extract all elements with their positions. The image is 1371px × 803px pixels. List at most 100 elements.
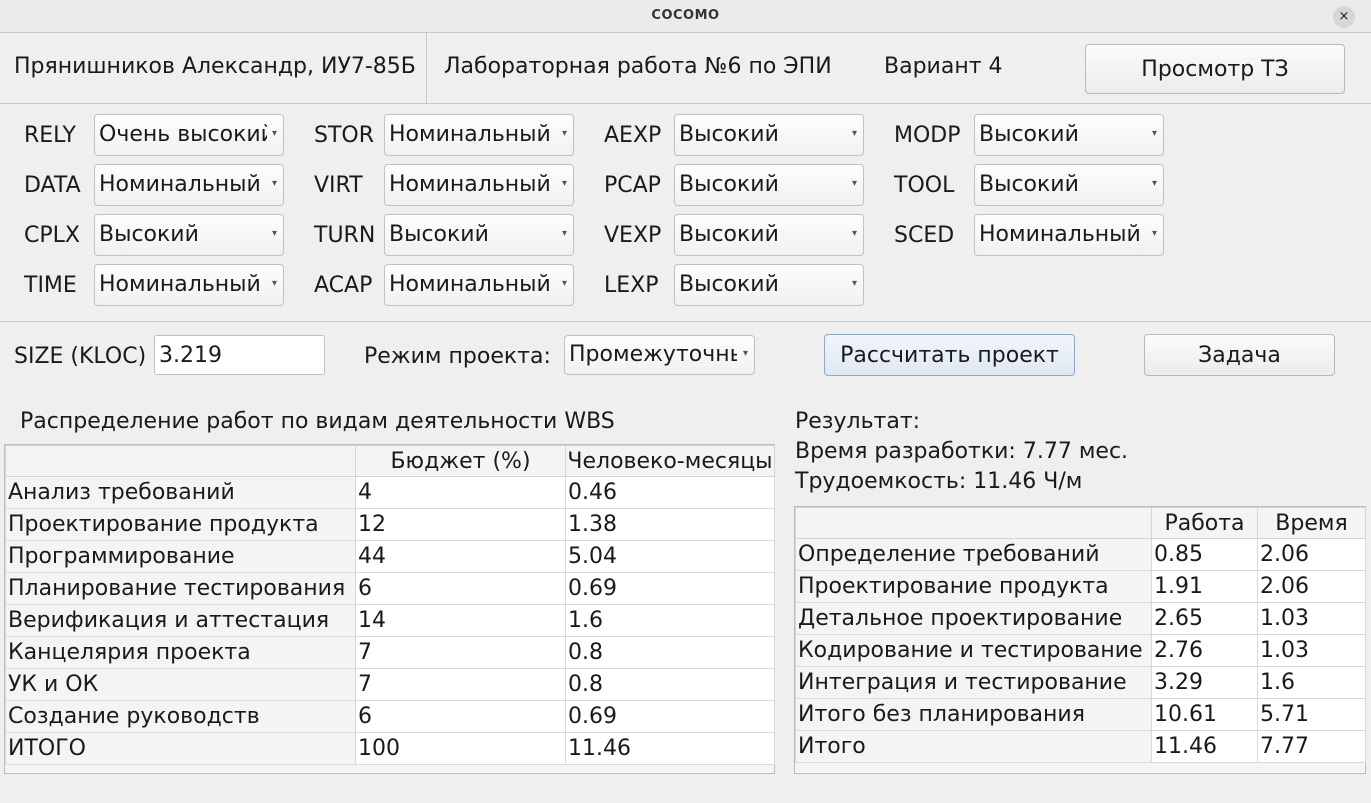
- row-header[interactable]: Создание руководств: [5, 700, 356, 733]
- table-cell[interactable]: 0.46: [565, 476, 775, 509]
- table-row[interactable]: Планирование тестирования 6 0.69: [5, 572, 775, 605]
- mode-value: Промежуточный: [569, 342, 737, 367]
- chevron-down-icon: ▾: [271, 178, 277, 189]
- table-cell[interactable]: 2.65: [1151, 602, 1258, 635]
- param-select-acap[interactable]: Номинальный ▾: [384, 264, 574, 306]
- divider: [426, 33, 427, 103]
- table-cell[interactable]: 3.29: [1151, 666, 1258, 699]
- table-cell[interactable]: 11.46: [1151, 730, 1258, 763]
- table-cell[interactable]: 0.69: [565, 572, 775, 605]
- param-value: Номинальный: [389, 172, 551, 197]
- row-header[interactable]: Проектирование продукта: [5, 508, 356, 541]
- table-cell[interactable]: 0.69: [565, 700, 775, 733]
- table-cell[interactable]: 1.03: [1257, 634, 1366, 667]
- table-row[interactable]: Анализ требований 4 0.46: [5, 476, 775, 509]
- param-select-vexp[interactable]: Высокий ▾: [674, 214, 864, 256]
- param-value: Номинальный: [389, 122, 551, 147]
- table-cell[interactable]: 7.77: [1257, 730, 1366, 763]
- table-row[interactable]: Программирование 44 5.04: [5, 540, 775, 573]
- close-icon[interactable]: ×: [1333, 6, 1355, 28]
- chevron-down-icon: ▾: [851, 228, 857, 239]
- param-label-virt: VIRT: [314, 173, 363, 198]
- table-cell[interactable]: 0.8: [565, 668, 775, 701]
- mode-select[interactable]: Промежуточный ▾: [564, 335, 755, 375]
- param-label-time: TIME: [24, 273, 77, 298]
- param-label-vexp: VEXP: [604, 223, 662, 248]
- param-label-sced: SCED: [894, 223, 955, 248]
- calculate-button[interactable]: Рассчитать проект: [824, 334, 1075, 376]
- table-row[interactable]: Канцелярия проекта 7 0.8: [5, 636, 775, 669]
- param-select-cplx[interactable]: Высокий ▾: [94, 214, 284, 256]
- table-cell[interactable]: 10.61: [1151, 698, 1258, 731]
- row-header[interactable]: ИТОГО: [5, 732, 356, 765]
- dev-time-text: Время разработки: 7.77 мес.: [795, 439, 1129, 464]
- size-input[interactable]: 3.219: [154, 335, 325, 375]
- table-row[interactable]: Итого 11.46 7.77: [795, 730, 1366, 763]
- param-select-stor[interactable]: Номинальный ▾: [384, 114, 574, 156]
- table-cell[interactable]: 1.6: [1257, 666, 1366, 699]
- table-cell[interactable]: 100: [355, 732, 566, 765]
- table-row[interactable]: Интеграция и тестирование 3.29 1.6: [795, 666, 1366, 699]
- param-label-pcap: PCAP: [604, 173, 661, 198]
- table-cell[interactable]: 0.8: [565, 636, 775, 669]
- chevron-down-icon: ▾: [1151, 128, 1157, 139]
- table-row[interactable]: Детальное проектирование 2.65 1.03: [795, 602, 1366, 635]
- task-button[interactable]: Задача: [1144, 334, 1335, 376]
- row-header[interactable]: Итого: [795, 730, 1152, 763]
- table-row[interactable]: Кодирование и тестирование 2.76 1.03: [795, 634, 1366, 667]
- wbs-title: Распределение работ по видам деятельност…: [20, 409, 615, 434]
- table-cell[interactable]: 12: [355, 508, 566, 541]
- table-cell[interactable]: 5.71: [1257, 698, 1366, 731]
- row-header[interactable]: Планирование тестирования: [5, 572, 356, 605]
- table-row[interactable]: Верификация и аттестация 14 1.6: [5, 604, 775, 637]
- row-header[interactable]: УК и ОК: [5, 668, 356, 701]
- row-header[interactable]: Канцелярия проекта: [5, 636, 356, 669]
- param-select-sced[interactable]: Номинальный ▾: [974, 214, 1164, 256]
- param-select-pcap[interactable]: Высокий ▾: [674, 164, 864, 206]
- table-cell[interactable]: 14: [355, 604, 566, 637]
- param-select-modp[interactable]: Высокий ▾: [974, 114, 1164, 156]
- table-cell[interactable]: 4: [355, 476, 566, 509]
- table-cell[interactable]: 11.46: [565, 732, 775, 765]
- table-row[interactable]: УК и ОК 7 0.8: [5, 668, 775, 701]
- row-header[interactable]: Проектирование продукта: [795, 570, 1152, 603]
- param-select-time[interactable]: Номинальный ▾: [94, 264, 284, 306]
- table-row[interactable]: Создание руководств 6 0.69: [5, 700, 775, 733]
- row-header[interactable]: Детальное проектирование: [795, 602, 1152, 635]
- row-header[interactable]: Программирование: [5, 540, 356, 573]
- row-header[interactable]: Кодирование и тестирование: [795, 634, 1152, 667]
- table-cell[interactable]: 44: [355, 540, 566, 573]
- divider: [0, 32, 1371, 33]
- table-cell[interactable]: 2.06: [1257, 570, 1366, 603]
- table-row[interactable]: Определение требований 0.85 2.06: [795, 538, 1366, 571]
- param-select-lexp[interactable]: Высокий ▾: [674, 264, 864, 306]
- param-select-aexp[interactable]: Высокий ▾: [674, 114, 864, 156]
- row-header[interactable]: Верификация и аттестация: [5, 604, 356, 637]
- table-cell[interactable]: 1.91: [1151, 570, 1258, 603]
- table-cell[interactable]: 5.04: [565, 540, 775, 573]
- table-row[interactable]: Проектирование продукта 12 1.38: [5, 508, 775, 541]
- table-cell[interactable]: 7: [355, 668, 566, 701]
- table-cell[interactable]: 6: [355, 572, 566, 605]
- param-select-rely[interactable]: Очень высокий ▾: [94, 114, 284, 156]
- table-row[interactable]: Проектирование продукта 1.91 2.06: [795, 570, 1366, 603]
- table-cell[interactable]: 1.6: [565, 604, 775, 637]
- table-cell[interactable]: 6: [355, 700, 566, 733]
- table-cell[interactable]: 2.76: [1151, 634, 1258, 667]
- table-row[interactable]: ИТОГО 100 11.46: [5, 732, 775, 765]
- table-cell[interactable]: 1.03: [1257, 602, 1366, 635]
- view-tz-button[interactable]: Просмотр ТЗ: [1085, 44, 1345, 94]
- param-select-tool[interactable]: Высокий ▾: [974, 164, 1164, 206]
- row-header[interactable]: Интеграция и тестирование: [795, 666, 1152, 699]
- param-select-turn[interactable]: Высокий ▾: [384, 214, 574, 256]
- table-row[interactable]: Итого без планирования 10.61 5.71: [795, 698, 1366, 731]
- table-cell[interactable]: 0.85: [1151, 538, 1258, 571]
- param-select-data[interactable]: Номинальный ▾: [94, 164, 284, 206]
- table-cell[interactable]: 7: [355, 636, 566, 669]
- row-header[interactable]: Итого без планирования: [795, 698, 1152, 731]
- param-select-virt[interactable]: Номинальный ▾: [384, 164, 574, 206]
- row-header[interactable]: Определение требований: [795, 538, 1152, 571]
- row-header[interactable]: Анализ требований: [5, 476, 356, 509]
- table-cell[interactable]: 1.38: [565, 508, 775, 541]
- table-cell[interactable]: 2.06: [1257, 538, 1366, 571]
